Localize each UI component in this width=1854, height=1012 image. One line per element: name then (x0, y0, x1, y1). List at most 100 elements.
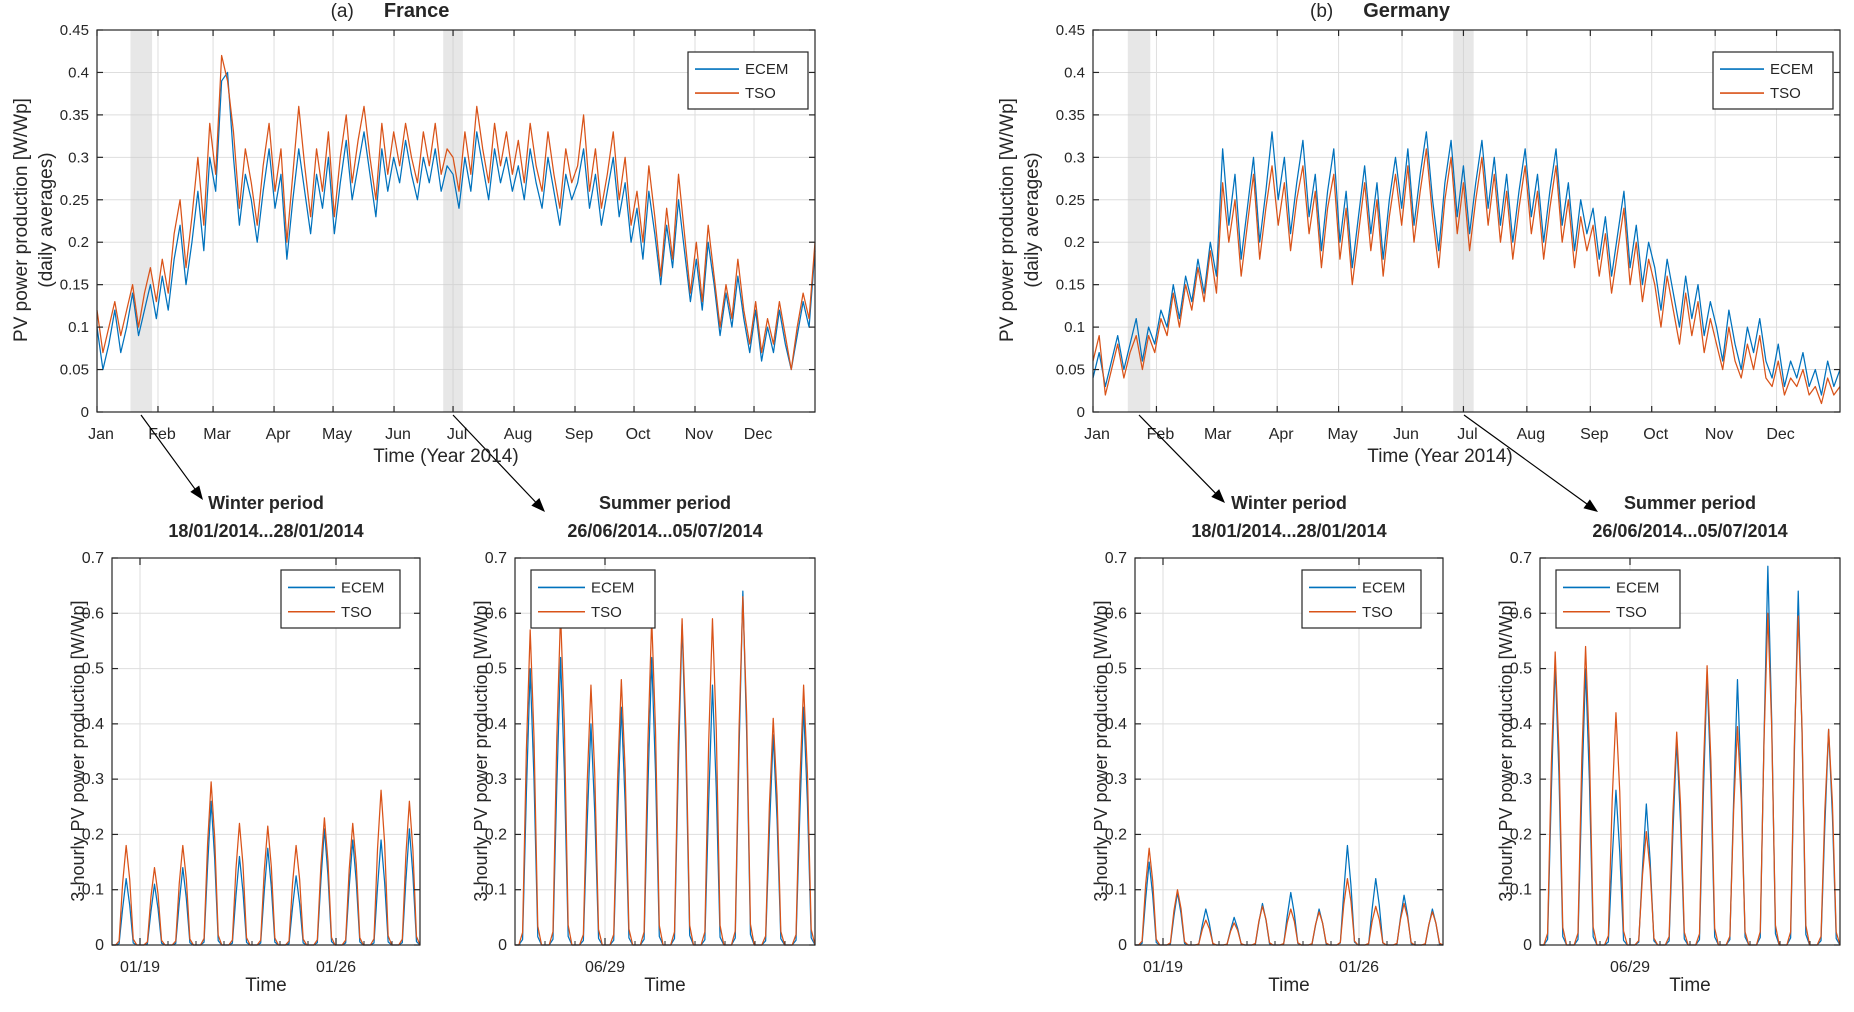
svg-text:0.4: 0.4 (1510, 716, 1532, 733)
svg-text:TSO: TSO (591, 604, 622, 621)
svg-text:0.35: 0.35 (1056, 107, 1085, 124)
germany-winter-xlabel: Time (1268, 975, 1310, 996)
svg-text:ECEM: ECEM (591, 579, 634, 596)
svg-text:0.4: 0.4 (68, 64, 89, 81)
germany-annual-panel-label: (b) (1310, 1, 1334, 22)
svg-text:0.7: 0.7 (1105, 550, 1127, 567)
svg-text:Apr: Apr (266, 426, 292, 443)
germany-annual-ylabel-line2: (daily averages) (1022, 152, 1043, 288)
france-winter-subtitle: 18/01/2014...28/01/2014 (168, 521, 364, 541)
france-summer-ylabel: 3-hourly PV power production [W/Wp] (471, 600, 491, 902)
france-annual-country-label: France (383, 0, 450, 22)
svg-text:0.4: 0.4 (1064, 64, 1085, 81)
svg-text:May: May (322, 426, 352, 443)
svg-text:0.2: 0.2 (68, 234, 89, 251)
svg-text:0.45: 0.45 (1056, 22, 1085, 39)
svg-text:ECEM: ECEM (1770, 61, 1813, 78)
svg-text:0.2: 0.2 (1105, 826, 1127, 843)
germany-winter-title: Winter period (1231, 493, 1347, 513)
svg-text:TSO: TSO (745, 85, 776, 102)
svg-text:Oct: Oct (1643, 426, 1668, 443)
svg-text:0.2: 0.2 (82, 826, 104, 843)
svg-text:Sep: Sep (1580, 426, 1609, 443)
svg-text:0.25: 0.25 (60, 192, 89, 209)
germany-annual-ylabel-line1: PV power production [W/Wp] (997, 98, 1018, 342)
germany-annual-title: (b) Germany (1130, 0, 1630, 23)
svg-text:Jan: Jan (88, 426, 114, 443)
svg-text:Dec: Dec (744, 426, 772, 443)
svg-text:Feb: Feb (1147, 426, 1175, 443)
svg-text:TSO: TSO (341, 604, 372, 621)
france-annual-ylabel-line2: (daily averages) (36, 152, 57, 288)
svg-text:0.3: 0.3 (68, 149, 89, 166)
svg-text:0: 0 (1523, 937, 1532, 954)
svg-text:Nov: Nov (1705, 426, 1733, 443)
france-annual-panel-label: (a) (330, 1, 354, 22)
svg-text:0.05: 0.05 (1056, 362, 1085, 379)
france-winter-ylabel: 3-hourly PV power production [W/Wp] (68, 600, 88, 902)
svg-text:01/26: 01/26 (316, 959, 356, 976)
svg-text:TSO: TSO (1770, 85, 1801, 102)
germany-annual-country-label: Germany (1363, 0, 1450, 22)
svg-text:0.5: 0.5 (485, 661, 507, 678)
svg-text:0.15: 0.15 (60, 277, 89, 294)
germany-annual-ylabel: PV power production [W/Wp] (daily averag… (995, 0, 1045, 440)
svg-text:0.7: 0.7 (485, 550, 507, 567)
svg-text:Jul: Jul (1457, 426, 1477, 443)
svg-text:Dec: Dec (1766, 426, 1794, 443)
svg-text:0.7: 0.7 (1510, 550, 1532, 567)
svg-text:Nov: Nov (685, 426, 713, 443)
svg-text:0.3: 0.3 (1510, 771, 1532, 788)
svg-text:ECEM: ECEM (745, 61, 788, 78)
svg-text:0.4: 0.4 (1105, 716, 1127, 733)
svg-text:0: 0 (1118, 937, 1127, 954)
svg-text:0.25: 0.25 (1056, 192, 1085, 209)
svg-text:Aug: Aug (1517, 426, 1545, 443)
france-winter-xlabel: Time (245, 975, 287, 996)
svg-text:0.4: 0.4 (82, 716, 104, 733)
germany-summer-ylabel: 3-hourly PV power production [W/Wp] (1496, 600, 1516, 902)
svg-text:Mar: Mar (1204, 426, 1232, 443)
svg-text:01/26: 01/26 (1339, 959, 1379, 976)
france-annual-xlabel: Time (Year 2014) (373, 446, 519, 467)
germany-annual-xlabel: Time (Year 2014) (1367, 446, 1513, 467)
france-annual-title: (a) France (140, 0, 640, 23)
svg-text:0.3: 0.3 (1064, 149, 1085, 166)
svg-text:TSO: TSO (1362, 604, 1393, 621)
svg-text:0.5: 0.5 (1105, 661, 1127, 678)
svg-text:Oct: Oct (626, 426, 651, 443)
svg-text:0.3: 0.3 (1105, 771, 1127, 788)
svg-text:0.2: 0.2 (1510, 826, 1532, 843)
germany-winter-ylabel: 3-hourly PV power production [W/Wp] (1091, 600, 1111, 902)
france-annual-ylabel: PV power production [W/Wp] (daily averag… (9, 0, 59, 440)
svg-text:0: 0 (95, 937, 104, 954)
svg-text:TSO: TSO (1616, 604, 1647, 621)
svg-text:Jun: Jun (385, 426, 411, 443)
svg-text:ECEM: ECEM (341, 579, 384, 596)
svg-text:0: 0 (81, 404, 89, 421)
svg-text:0.15: 0.15 (1056, 277, 1085, 294)
svg-text:0.1: 0.1 (1064, 319, 1085, 336)
svg-text:0.2: 0.2 (485, 826, 507, 843)
svg-text:0.1: 0.1 (1510, 882, 1532, 899)
svg-text:ECEM: ECEM (1362, 579, 1405, 596)
svg-text:0.3: 0.3 (82, 771, 104, 788)
germany-summer-subtitle: 26/06/2014...05/07/2014 (1592, 521, 1788, 541)
svg-text:01/19: 01/19 (120, 959, 160, 976)
svg-text:0.6: 0.6 (1510, 605, 1532, 622)
svg-text:0.35: 0.35 (60, 107, 89, 124)
svg-text:Apr: Apr (1269, 426, 1295, 443)
svg-text:0.2: 0.2 (1064, 234, 1085, 251)
germany-winter-subtitle: 18/01/2014...28/01/2014 (1191, 521, 1387, 541)
svg-text:Sep: Sep (565, 426, 594, 443)
germany-summer-xlabel: Time (1669, 975, 1711, 996)
svg-text:0.4: 0.4 (485, 716, 507, 733)
svg-text:Mar: Mar (203, 426, 231, 443)
svg-text:0: 0 (498, 937, 507, 954)
svg-text:0.3: 0.3 (485, 771, 507, 788)
svg-text:ECEM: ECEM (1616, 579, 1659, 596)
svg-text:Jan: Jan (1084, 426, 1110, 443)
svg-text:0.1: 0.1 (485, 882, 507, 899)
svg-text:May: May (1327, 426, 1357, 443)
france-summer-title: Summer period (598, 493, 732, 513)
